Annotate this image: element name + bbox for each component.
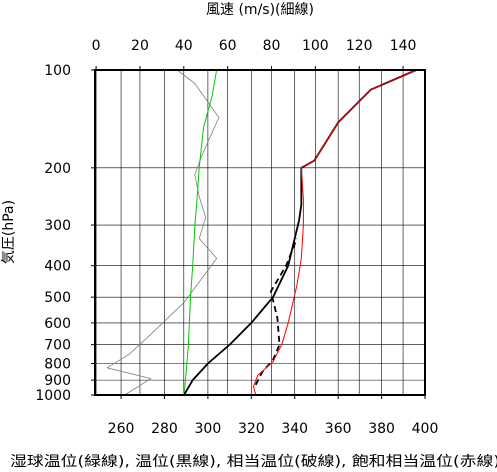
wind-tick-label: 20: [131, 38, 149, 54]
pressure-tick-label: 700: [44, 338, 71, 354]
wind-tick-label: 140: [390, 38, 417, 54]
pressure-tick-label: 1000: [35, 388, 71, 404]
series-layer: [106, 69, 417, 396]
pressure-tick-label: 200: [44, 161, 71, 177]
pressure-tick-label: 900: [44, 373, 71, 389]
pressure-tick-label: 800: [44, 357, 71, 373]
temp-tick-label: 340: [281, 421, 308, 437]
pressure-tick-label: 400: [44, 259, 71, 275]
series-saturated-equivalent-potential-temperature: [253, 69, 417, 396]
top-axis-title: 風速 (m/s)(細線): [206, 2, 314, 18]
pressure-tick-label: 100: [44, 63, 71, 79]
series-equivalent-potential-temperature: [254, 238, 298, 386]
wind-tick-label: 100: [302, 38, 329, 54]
temp-tick-label: 300: [195, 421, 222, 437]
pressure-tick-label: 600: [44, 316, 71, 332]
pressure-tick-label: 500: [44, 290, 71, 306]
grid: [95, 70, 425, 395]
series-wind-speed: [106, 69, 220, 396]
temp-tick-label: 400: [412, 421, 439, 437]
temp-tick-label: 320: [238, 421, 265, 437]
wind-tick-label: 0: [92, 38, 101, 54]
series-wet-bulb-potential-temperature: [183, 69, 218, 396]
plot-frame: [94, 69, 426, 396]
left-axis-title: 気圧(hPa): [1, 200, 17, 264]
wind-tick-label: 40: [175, 38, 193, 54]
bottom-axis-title: 湿球温位(緑線), 温位(黒線), 相当温位(破線), 飽和相当温位(赤線): [10, 453, 497, 470]
temp-tick-label: 260: [108, 421, 135, 437]
temp-tick-label: 280: [151, 421, 178, 437]
axes: 0 20 40 60 80 100 120 140 260 280 300 320 340 360 380 4…: [35, 38, 438, 437]
temp-tick-label: 360: [325, 421, 352, 437]
wind-tick-label: 120: [346, 38, 373, 54]
temp-tick-label: 380: [368, 421, 395, 437]
wind-tick-label: 80: [263, 38, 281, 54]
pressure-tick-label: 300: [44, 218, 71, 234]
wind-tick-label: 60: [219, 38, 237, 54]
